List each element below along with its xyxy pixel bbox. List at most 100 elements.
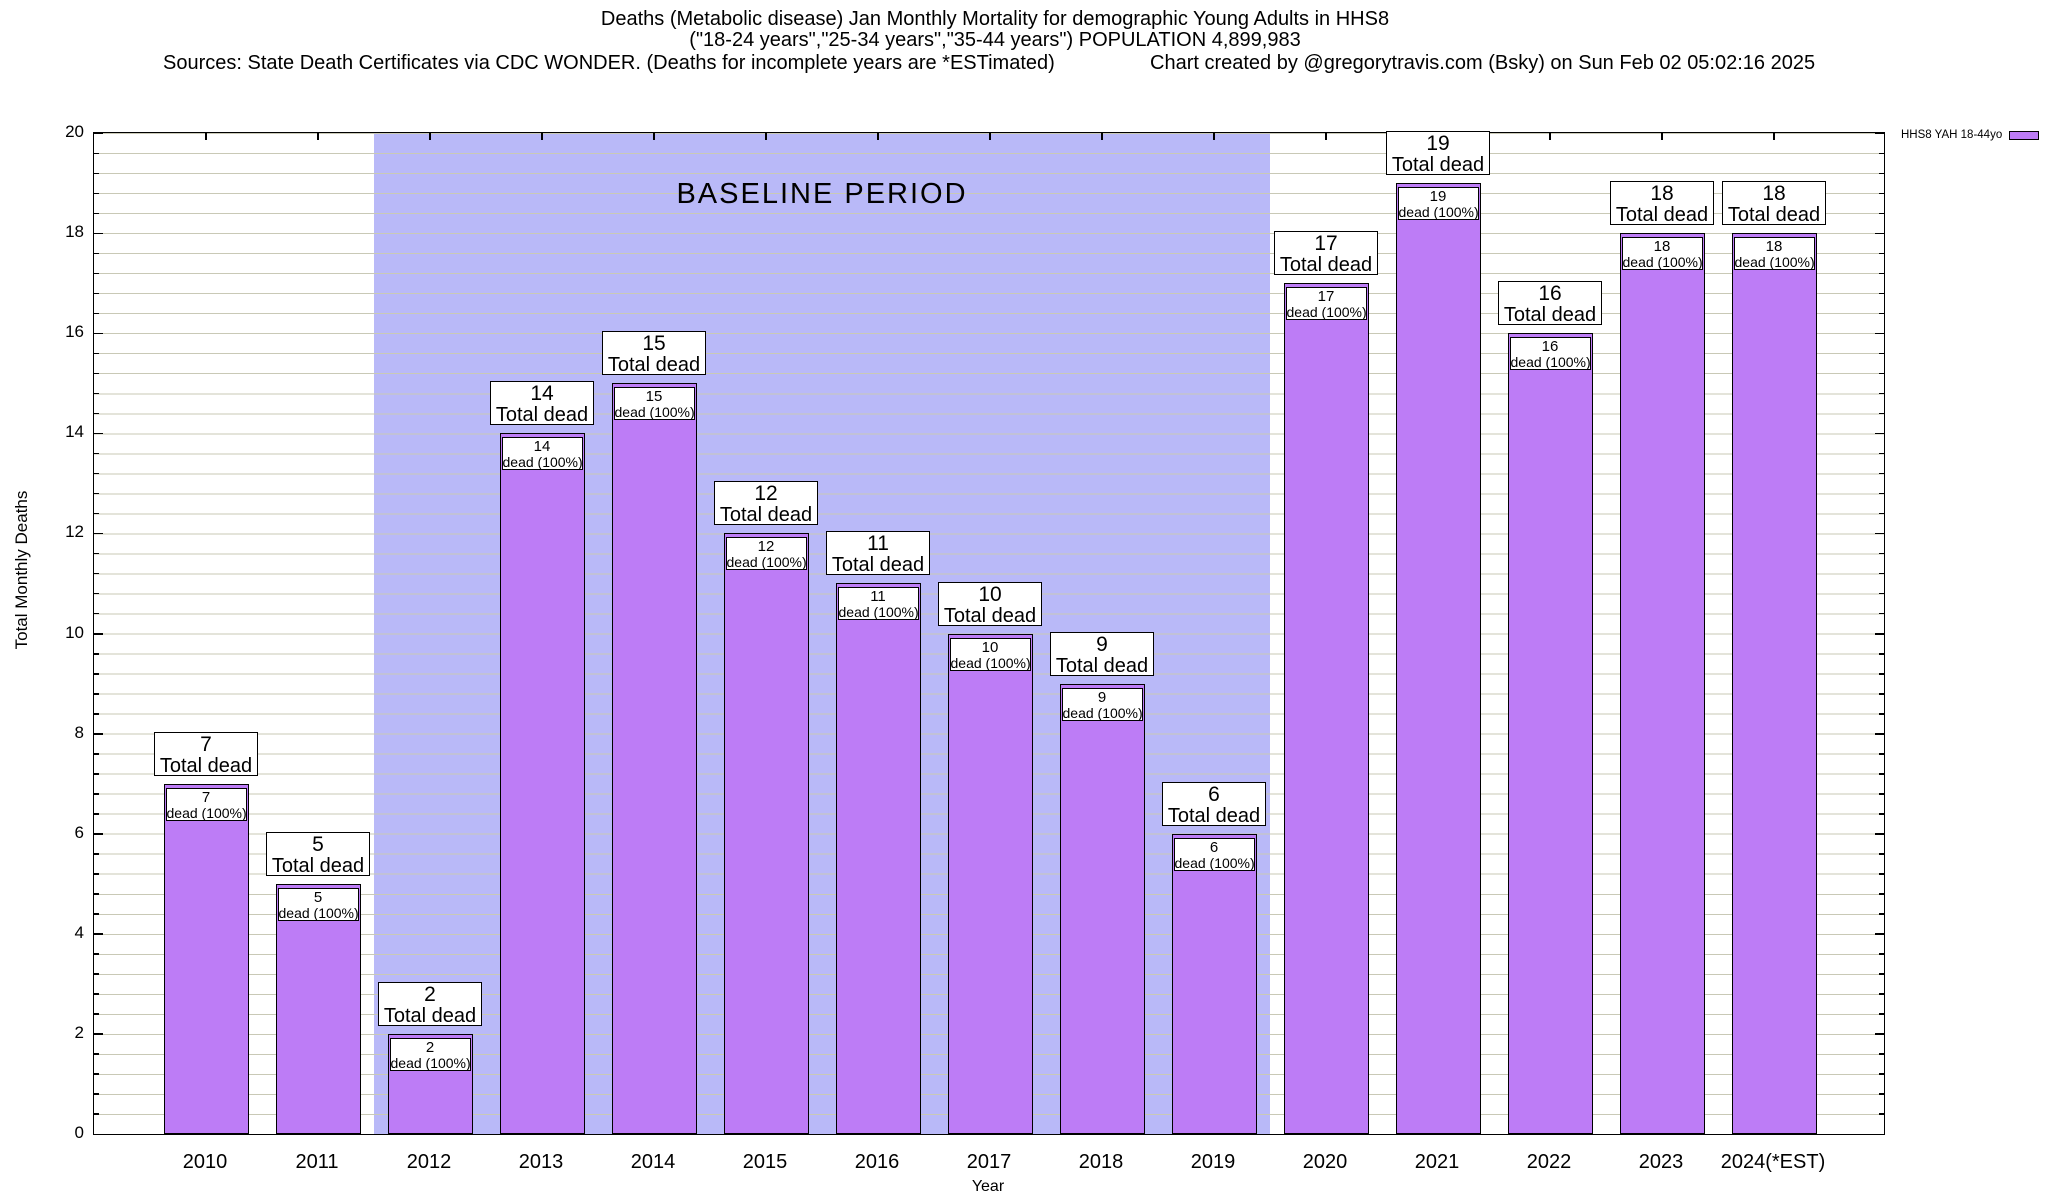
y-minor-tick	[94, 713, 99, 715]
y-minor-tick	[94, 853, 99, 855]
y-minor-tick	[94, 973, 99, 975]
bar-total-caption: Total dead	[1055, 654, 1149, 677]
bar-total-value: 16	[1538, 282, 1562, 306]
y-tick-label: 8	[74, 722, 84, 742]
y-tick-label: 18	[65, 222, 84, 242]
y-minor-tick	[1879, 392, 1884, 395]
y-major-tick	[94, 1133, 103, 1135]
y-minor-tick	[94, 913, 99, 915]
y-minor-tick	[94, 472, 99, 475]
y-major-tick	[94, 733, 103, 735]
bar-total-label-box: 19 Total dead	[1386, 131, 1490, 176]
bar-2018	[1059, 683, 1145, 1134]
y-major-tick	[94, 332, 103, 335]
x-tick-label-2011: 2011	[295, 1151, 339, 1173]
y-major-tick	[1875, 232, 1884, 235]
y-minor-tick	[1879, 853, 1884, 855]
y-minor-tick	[1879, 893, 1884, 895]
y-major-tick	[1875, 1133, 1884, 1135]
bar-inner-caption: dead (100%)	[1622, 254, 1703, 271]
y-minor-tick	[94, 252, 99, 255]
bar-inner-label-box: 12 dead (100%)	[725, 537, 807, 571]
bar-total-label-box: 11 Total dead	[826, 531, 930, 576]
y-major-tick	[1875, 933, 1884, 935]
bar-total-value: 18	[1762, 182, 1786, 206]
bar-inner-label-box: 14 dead (100%)	[501, 437, 583, 471]
y-minor-tick	[94, 172, 99, 175]
y-minor-tick	[94, 312, 99, 315]
bar-inner-label-box: 19 dead (100%)	[1397, 187, 1479, 221]
x-tick-label-2010: 2010	[182, 1151, 228, 1173]
y-minor-tick	[1879, 372, 1884, 375]
y-axis-title: Total Monthly Deaths	[12, 490, 31, 650]
x-tick-label-2017: 2017	[966, 1151, 1012, 1173]
y-minor-tick	[94, 552, 99, 555]
x-tick-label-2022: 2022	[1526, 1151, 1572, 1173]
bar-total-label-box: 5 Total dead	[266, 831, 370, 876]
bar-2015	[723, 533, 809, 1134]
y-minor-tick	[94, 1013, 99, 1015]
bar-total-label-box: 17 Total dead	[1274, 231, 1378, 277]
y-minor-tick	[1879, 492, 1884, 495]
y-minor-tick	[94, 412, 99, 415]
bar-inner-value: 11	[870, 588, 886, 606]
bar-inner-caption: dead (100%)	[166, 804, 247, 821]
y-minor-tick	[1879, 552, 1884, 555]
plot-area: BASELINE PERIOD 7 dead (100%) 7 Total dead 5…	[93, 131, 1885, 1135]
bar-2021	[1395, 183, 1481, 1134]
baseline-period-label: BASELINE PERIOD	[676, 178, 968, 210]
y-major-tick	[1875, 532, 1884, 535]
legend-swatch-icon	[2009, 130, 2040, 140]
y-major-tick	[1875, 132, 1884, 134]
bar-2024(*EST)	[1731, 233, 1817, 1134]
y-minor-tick	[1879, 653, 1884, 655]
y-minor-tick	[1879, 973, 1884, 975]
bar-total-value: 5	[312, 832, 324, 856]
y-minor-tick	[1879, 1093, 1884, 1095]
bar-inner-caption: dead (100%)	[1510, 354, 1591, 371]
chart-title-line2: ("18-24 years","25-34 years","35-44 year…	[689, 29, 1301, 51]
x-top-tick	[765, 133, 767, 140]
y-minor-tick	[94, 612, 99, 615]
bar-inner-label-box: 10 dead (100%)	[949, 637, 1031, 671]
y-major-tick	[94, 232, 103, 235]
y-major-tick	[94, 933, 103, 935]
y-tick-label: 10	[65, 622, 84, 642]
bar-inner-label-box: 6 dead (100%)	[1173, 837, 1255, 871]
bar-inner-caption: dead (100%)	[950, 654, 1031, 671]
y-minor-tick	[94, 192, 99, 195]
y-minor-tick	[1879, 993, 1884, 995]
y-minor-tick	[94, 673, 99, 675]
y-tick-label: 4	[74, 922, 84, 942]
bar-total-value: 2	[424, 982, 436, 1006]
chart-title-line1: Deaths (Metabolic disease) Jan Monthly M…	[600, 8, 1390, 30]
y-minor-tick	[94, 352, 99, 355]
bar-total-caption: Total dead	[383, 1004, 477, 1027]
x-tick-label-2013: 2013	[518, 1151, 564, 1173]
x-top-tick	[1213, 133, 1215, 140]
x-top-tick	[429, 133, 431, 140]
chart-sources-note: Sources: State Death Certificates via CD…	[163, 52, 1055, 74]
chart-credit-note: Chart created by @gregorytravis.com (Bsk…	[1150, 52, 1816, 74]
y-minor-tick	[1879, 773, 1884, 775]
x-top-tick	[653, 133, 655, 140]
y-minor-tick	[94, 993, 99, 995]
bar-total-label-box: 16 Total dead	[1498, 281, 1602, 326]
x-top-tick	[541, 133, 543, 140]
y-tick-label: 12	[65, 522, 84, 542]
bar-inner-caption: dead (100%)	[1734, 254, 1815, 271]
bar-inner-caption: dead (100%)	[1062, 704, 1143, 721]
bar-inner-caption: dead (100%)	[390, 1054, 471, 1071]
y-minor-tick	[1879, 813, 1884, 815]
bar-total-value: 6	[1208, 782, 1220, 806]
x-tick-label-2019: 2019	[1190, 1151, 1236, 1173]
bar-total-value: 11	[867, 532, 889, 556]
y-minor-tick	[94, 873, 99, 875]
y-major-tick	[94, 633, 103, 635]
y-major-tick	[1875, 733, 1884, 735]
x-tick-label-2020: 2020	[1302, 1151, 1348, 1173]
bar-total-caption: Total dead	[1279, 254, 1373, 277]
bar-inner-value: 6	[1209, 838, 1219, 856]
bar-inner-value: 12	[757, 538, 775, 556]
x-top-tick	[317, 133, 319, 140]
